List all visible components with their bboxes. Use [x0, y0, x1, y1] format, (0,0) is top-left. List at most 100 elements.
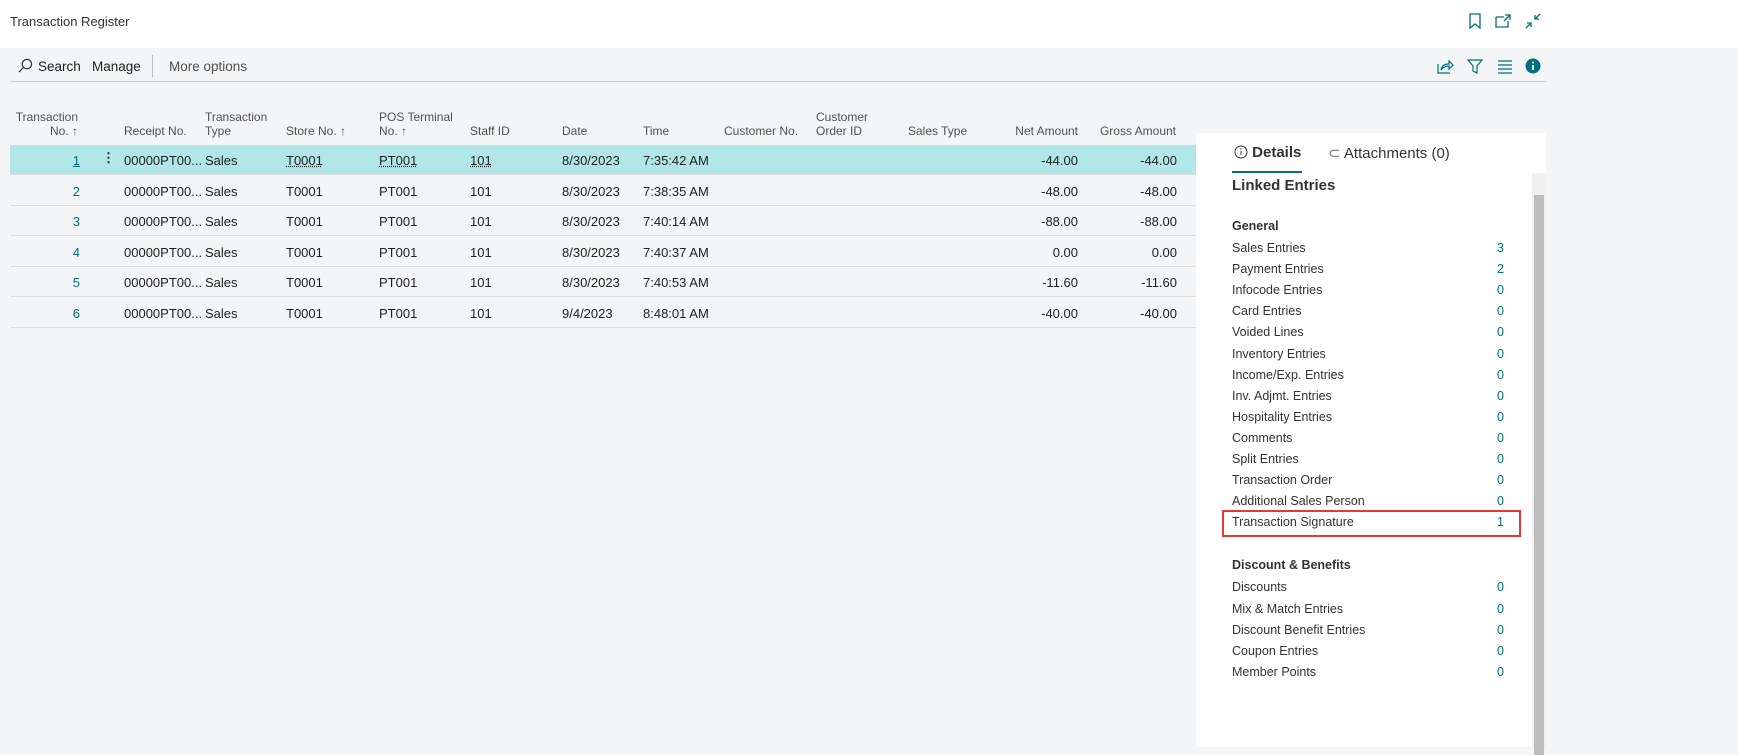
time: 7:40:37 AM — [643, 244, 709, 260]
col-date[interactable]: Date — [562, 124, 588, 138]
col-customer-no[interactable]: Customer No. — [724, 124, 799, 138]
transaction-type: Sales — [205, 305, 238, 321]
share-icon[interactable] — [1436, 57, 1454, 75]
pos-terminal-no[interactable]: PT001 — [379, 153, 418, 168]
transaction-no-link[interactable]: 1 — [72, 153, 80, 168]
entry-label: Coupon Entries — [1232, 643, 1319, 658]
table-row[interactable]: 6 00000PT00... Sales T0001 PT001 101 9/4… — [10, 298, 1196, 328]
manage-button[interactable]: Manage — [92, 59, 141, 74]
entry-count-link[interactable]: 0 — [1497, 622, 1504, 637]
time: 7:35:42 AM — [643, 153, 709, 168]
transaction-no-link[interactable]: 5 — [72, 275, 80, 290]
entry-count-link[interactable]: 0 — [1497, 580, 1504, 595]
entry-label: Member Points — [1232, 664, 1317, 679]
linked-entry-item[interactable]: Coupon Entries 0 — [1232, 644, 1504, 658]
col-pos-terminal-no[interactable]: POS Terminal No. ↑ — [379, 110, 453, 138]
transaction-no-link[interactable]: 4 — [72, 244, 80, 260]
entry-count-link[interactable]: 0 — [1497, 452, 1504, 466]
linked-entry-item[interactable]: Transaction Signature 1 — [1232, 515, 1504, 529]
entry-count-link[interactable]: 0 — [1497, 409, 1504, 424]
entry-count-link[interactable]: 0 — [1497, 367, 1504, 382]
linked-entry-item[interactable]: Inv. Adjmt. Entries 0 — [1232, 389, 1504, 403]
transaction-type: Sales — [205, 214, 238, 229]
col-transaction-no[interactable]: Transaction No. ↑ — [15, 110, 78, 138]
linked-entry-item[interactable]: Additional Sales Person 0 — [1232, 494, 1504, 508]
tab-details[interactable]: Details — [1234, 144, 1301, 161]
open-new-window-icon[interactable] — [1494, 12, 1512, 30]
linked-entry-item[interactable]: Hospitality Entries 0 — [1232, 410, 1504, 424]
table-row[interactable]: 3 00000PT00... Sales T0001 PT001 101 8/3… — [10, 206, 1196, 236]
entry-count-link[interactable]: 2 — [1497, 262, 1504, 277]
entry-count-link[interactable]: 1 — [1497, 515, 1504, 530]
search-button[interactable]: Search — [38, 59, 81, 74]
entry-count-link[interactable]: 0 — [1497, 346, 1504, 361]
linked-entry-item[interactable]: Discounts 0 — [1232, 580, 1504, 594]
entry-count-link[interactable]: 0 — [1497, 643, 1504, 658]
linked-entry-item[interactable]: Income/Exp. Entries 0 — [1232, 368, 1504, 382]
table-row[interactable]: 4 00000PT00... Sales T0001 PT001 101 8/3… — [10, 237, 1196, 267]
linked-entry-item[interactable]: Mix & Match Entries 0 — [1232, 602, 1504, 616]
bookmark-icon[interactable] — [1466, 12, 1484, 30]
entry-count-link[interactable]: 0 — [1497, 664, 1504, 679]
linked-entry-item[interactable]: Sales Entries 3 — [1232, 241, 1504, 255]
store-no: T0001 — [286, 275, 323, 290]
transaction-type: Sales — [205, 275, 238, 290]
entry-count-link[interactable]: 0 — [1497, 325, 1504, 340]
list-view-icon[interactable] — [1496, 57, 1514, 75]
entry-count-link[interactable]: 0 — [1497, 494, 1504, 509]
net-amount: 0.00 — [1052, 244, 1078, 260]
col-net-amount[interactable]: Net Amount — [1015, 124, 1078, 138]
linked-entry-item[interactable]: Member Points 0 — [1232, 665, 1504, 679]
col-receipt-no[interactable]: Receipt No. — [124, 124, 187, 138]
receipt-no: 00000PT00... — [124, 305, 203, 321]
col-gross-amount[interactable]: Gross Amount — [1099, 124, 1176, 138]
row-menu-icon[interactable]: ⋮ — [102, 150, 115, 165]
entry-label: Voided Lines — [1232, 325, 1304, 340]
linked-entry-item[interactable]: Voided Lines 0 — [1232, 325, 1504, 339]
col-time[interactable]: Time — [643, 124, 670, 138]
pos-terminal-no: PT001 — [379, 244, 418, 260]
linked-entry-item[interactable]: Inventory Entries 0 — [1232, 347, 1504, 361]
entry-count-link[interactable]: 0 — [1497, 388, 1504, 403]
info-icon[interactable] — [1524, 57, 1542, 75]
entry-count-link[interactable]: 0 — [1497, 430, 1504, 445]
col-sales-type[interactable]: Sales Type — [908, 124, 968, 138]
col-store-no[interactable]: Store No. ↑ — [286, 124, 347, 138]
table-row[interactable]: 1 ⋮ 00000PT00... Sales T0001 PT001 101 8… — [10, 145, 1196, 175]
linked-entry-item[interactable]: Payment Entries 2 — [1232, 262, 1504, 276]
collapse-icon[interactable] — [1524, 12, 1542, 30]
col-staff-id[interactable]: Staff ID — [470, 124, 510, 138]
col-transaction-type[interactable]: Transaction Type — [205, 110, 268, 138]
table-row[interactable]: 5 00000PT00... Sales T0001 PT001 101 8/3… — [10, 267, 1196, 297]
linked-entry-item[interactable]: Card Entries 0 — [1232, 304, 1504, 318]
date: 8/30/2023 — [562, 275, 620, 290]
transaction-no-link[interactable]: 6 — [72, 305, 80, 321]
tab-attachments[interactable]: ⊂ Attachments (0) — [1328, 145, 1450, 162]
transaction-type: Sales — [205, 153, 238, 168]
more-options-button[interactable]: More options — [169, 59, 248, 74]
entry-label: Mix & Match Entries — [1232, 601, 1344, 616]
entry-count-link[interactable]: 3 — [1497, 241, 1504, 255]
store-no: T0001 — [286, 214, 323, 229]
entry-count-link[interactable]: 0 — [1497, 304, 1504, 319]
gross-amount: -48.00 — [1140, 183, 1177, 199]
table-row[interactable]: 2 00000PT00... Sales T0001 PT001 101 8/3… — [10, 176, 1196, 206]
entry-count-link[interactable]: 0 — [1497, 473, 1504, 488]
transaction-no-link[interactable]: 3 — [72, 214, 80, 229]
scrollbar[interactable] — [1532, 173, 1546, 755]
linked-entry-item[interactable]: Discount Benefit Entries 0 — [1232, 623, 1504, 637]
section-title-discount: Discount & Benefits — [1232, 558, 1351, 573]
linked-entry-item[interactable]: Transaction Order 0 — [1232, 473, 1504, 487]
linked-entry-item[interactable]: Infocode Entries 0 — [1232, 283, 1504, 297]
entry-count-link[interactable]: 0 — [1497, 601, 1504, 616]
entry-count-link[interactable]: 0 — [1497, 283, 1504, 298]
linked-entry-item[interactable]: Comments 0 — [1232, 431, 1504, 445]
store-no[interactable]: T0001 — [286, 153, 323, 168]
entry-label: Inventory Entries — [1232, 346, 1326, 361]
filter-icon[interactable] — [1466, 57, 1484, 75]
col-customer-order-id[interactable]: Customer Order ID — [816, 110, 869, 138]
pos-terminal-no: PT001 — [379, 183, 418, 199]
staff-id[interactable]: 101 — [470, 153, 492, 168]
linked-entry-item[interactable]: Split Entries 0 — [1232, 452, 1504, 466]
transaction-no-link[interactable]: 2 — [72, 183, 80, 199]
